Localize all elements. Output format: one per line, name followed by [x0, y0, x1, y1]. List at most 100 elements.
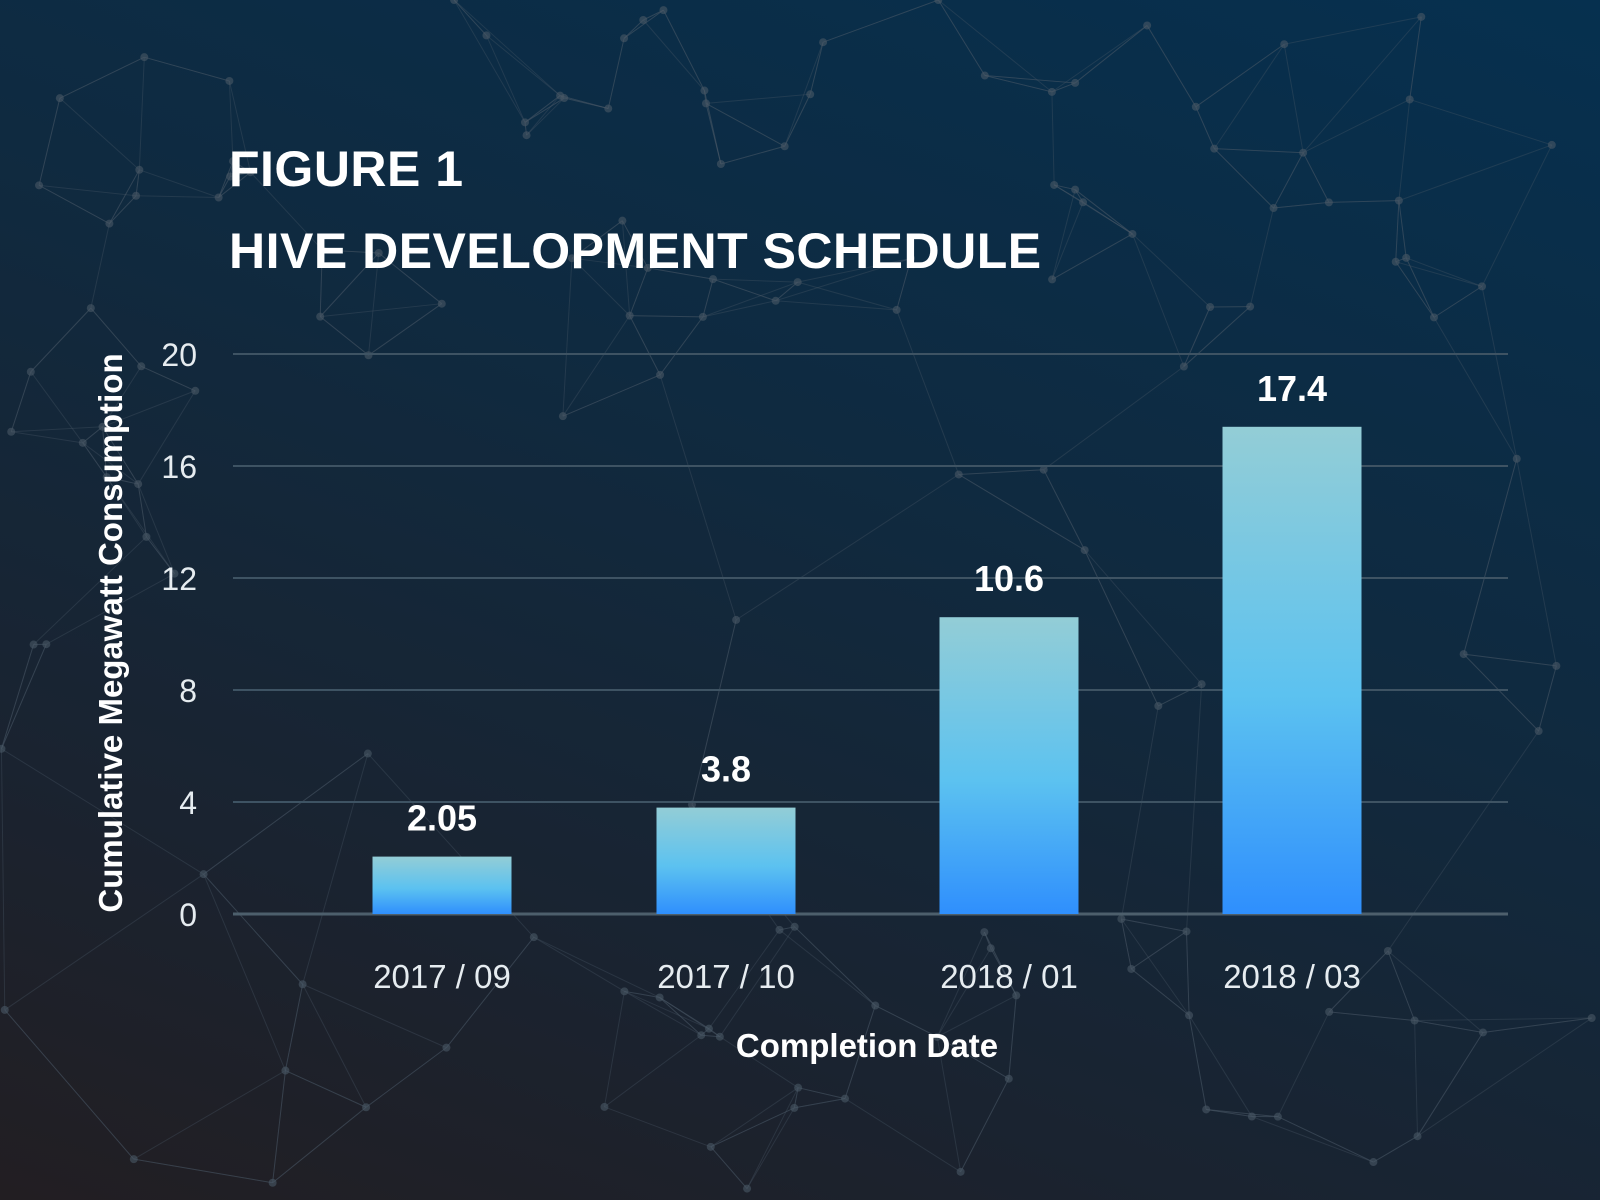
network-line	[378, 252, 443, 305]
network-line	[647, 267, 714, 280]
network-line	[1120, 918, 1132, 970]
network-line	[322, 249, 379, 254]
network-line	[319, 249, 323, 317]
data-label: 2.05	[407, 798, 477, 839]
network-node	[1143, 21, 1152, 30]
network-line	[1053, 184, 1084, 203]
network-node	[1430, 313, 1439, 322]
network-line	[133, 1158, 273, 1184]
network-line	[775, 281, 799, 302]
network-line	[1481, 286, 1518, 459]
network-line	[135, 169, 140, 196]
network-line	[936, 1036, 1010, 1080]
network-line	[1084, 549, 1159, 707]
network-line	[218, 171, 251, 198]
network-line	[59, 56, 145, 99]
network-line	[1409, 98, 1552, 146]
network-line	[368, 303, 443, 356]
network-line	[937, 0, 986, 76]
network-line	[1463, 653, 1557, 667]
network-line	[1277, 1116, 1374, 1163]
network-line	[712, 278, 776, 302]
network-line	[139, 169, 219, 198]
network-node	[1080, 546, 1089, 555]
network-line	[284, 984, 304, 1071]
network-line	[1328, 200, 1399, 203]
network-line	[137, 483, 175, 574]
network-line	[775, 300, 897, 311]
network-line	[106, 476, 147, 538]
network-line	[137, 483, 147, 537]
network-line	[958, 474, 1085, 551]
network-line	[936, 994, 1017, 1038]
network-line	[1328, 200, 1399, 203]
network-line	[524, 95, 561, 123]
network-line	[937, 0, 1053, 93]
network-node	[1197, 680, 1206, 689]
network-node	[1206, 302, 1215, 311]
network-node	[698, 312, 707, 321]
data-label: 17.4	[1257, 368, 1327, 409]
network-node	[934, 0, 943, 5]
network-line	[1283, 44, 1304, 153]
network-line	[983, 931, 1017, 996]
network-line	[784, 94, 811, 147]
network-line	[702, 281, 798, 318]
network-line	[133, 1070, 286, 1160]
network-line	[705, 103, 722, 165]
network-line	[720, 145, 785, 165]
network-node	[191, 386, 200, 395]
network-line	[1146, 25, 1197, 108]
network-line	[1158, 683, 1202, 707]
network-line	[1053, 184, 1133, 235]
network-line	[106, 476, 175, 574]
network-line	[1302, 152, 1330, 203]
network-line	[604, 1034, 702, 1108]
network-node	[268, 1178, 277, 1187]
network-line	[203, 873, 286, 1071]
network-line	[663, 9, 705, 91]
network-node	[643, 263, 652, 272]
network-line	[746, 1087, 799, 1189]
network-line	[984, 75, 1053, 93]
network-node	[1410, 1016, 1419, 1025]
network-line	[135, 169, 140, 196]
network-node	[841, 1094, 850, 1103]
network-node	[706, 1142, 715, 1151]
network-node	[1210, 144, 1219, 153]
network-line	[1463, 458, 1518, 655]
network-line	[1206, 1108, 1252, 1118]
network-line	[784, 94, 811, 147]
network-line	[1398, 200, 1407, 258]
network-line	[446, 936, 535, 1048]
network-line	[1008, 995, 1017, 1079]
network-line	[108, 169, 140, 224]
network-line	[794, 926, 876, 1006]
network-node	[1459, 650, 1468, 659]
network-line	[1405, 257, 1435, 318]
network-line	[446, 936, 535, 1048]
network-line	[90, 223, 110, 309]
y-tick-label: 20	[161, 337, 197, 373]
network-line	[1188, 1015, 1207, 1110]
network-line	[1463, 653, 1557, 667]
network-node	[1478, 1028, 1487, 1037]
network-line	[1273, 152, 1304, 209]
network-line	[710, 1087, 799, 1148]
network-node	[1383, 947, 1392, 956]
network-line	[705, 102, 785, 147]
network-line	[720, 145, 785, 165]
network-line	[319, 316, 369, 356]
network-line	[1206, 1108, 1252, 1118]
network-line	[367, 252, 380, 356]
network-line	[485, 35, 526, 123]
network-node	[134, 480, 143, 489]
network-line	[82, 426, 103, 444]
network-line	[319, 252, 380, 317]
network-line	[1329, 1011, 1415, 1022]
network-node	[709, 275, 718, 284]
network-line	[30, 307, 92, 373]
network-line	[453, 0, 487, 36]
network-line	[571, 220, 623, 259]
